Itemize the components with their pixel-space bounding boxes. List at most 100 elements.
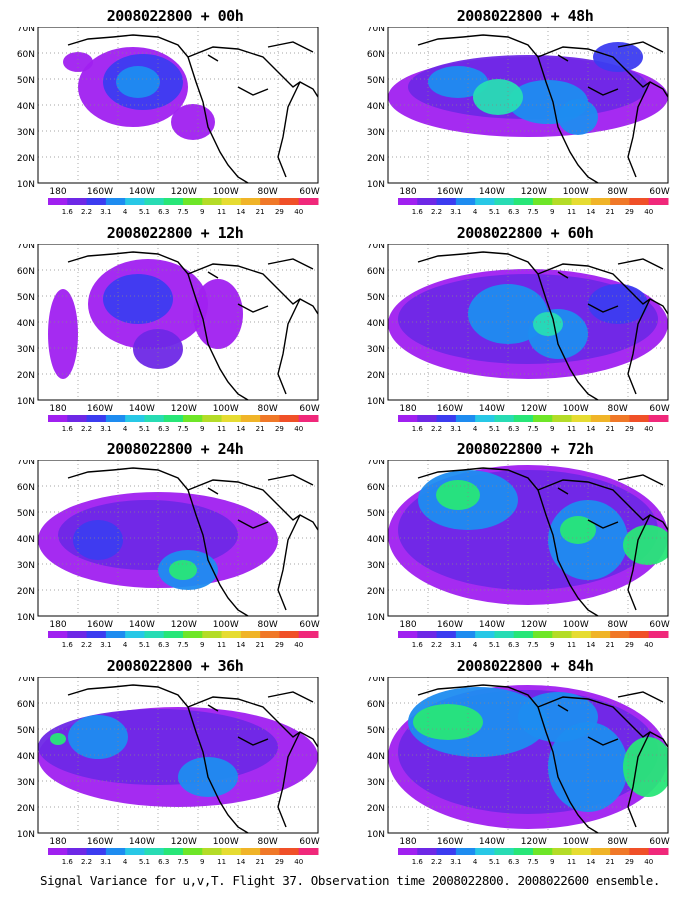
colorbar-swatch (513, 415, 534, 422)
colorbar-label: 40 (644, 208, 653, 216)
colorbar-swatch (260, 631, 280, 638)
colorbar-label: 29 (275, 425, 284, 433)
lat-tick-label: 40N (17, 535, 35, 545)
colorbar-swatch (417, 631, 438, 638)
colorbar-swatch (67, 198, 88, 205)
lat-tick-label: 20N (17, 804, 35, 814)
colorbar-label: 3.1 (450, 858, 461, 866)
lat-tick-label: 50N (367, 293, 385, 303)
colorbar-swatch (125, 415, 145, 422)
colorbar-swatch (279, 415, 300, 422)
lon-tick-label: 160W (87, 837, 113, 847)
colorbar: 1.6 2.2 3.1 4 5.1 6.3 7.5 9 11 14 21 29 40 (48, 631, 319, 649)
colorbar: 1.6 2.2 3.1 4 5.1 6.3 7.5 9 11 14 21 29 40 (398, 198, 669, 216)
lon-tick-label: 100W (563, 187, 589, 197)
colorbar-swatch (533, 848, 553, 855)
colorbar-swatch (202, 415, 223, 422)
colorbar-label: 1.6 (412, 641, 424, 649)
colorbar-swatch (571, 631, 592, 638)
colorbar-label: 4 (123, 425, 128, 433)
colorbar-label: 29 (275, 641, 284, 649)
colorbar-swatch (279, 848, 300, 855)
colorbar-swatch (163, 198, 184, 205)
colorbar-label: 21 (606, 208, 615, 216)
colorbar-label: 11 (217, 641, 226, 649)
colorbar-label: 21 (256, 208, 265, 216)
colorbar-swatch (475, 848, 495, 855)
colorbar-label: 14 (586, 641, 595, 649)
colorbar-swatch (125, 631, 145, 638)
lon-tick-label: 120W (171, 404, 197, 414)
colorbar-label: 9 (200, 641, 204, 649)
lon-tick-label: 120W (171, 620, 197, 630)
colorbar-label: 1.6 (412, 858, 424, 866)
lon-tick-label: 140W (479, 837, 505, 847)
colorbar-swatch (183, 848, 203, 855)
colorbar-label: 14 (236, 641, 245, 649)
colorbar-swatch (590, 415, 611, 422)
colorbar-label: 5.1 (139, 425, 150, 433)
colorbar-swatch (163, 848, 184, 855)
lat-tick-label: 40N (17, 319, 35, 329)
colorbar-swatch (590, 848, 611, 855)
colorbar-label: 6.3 (508, 641, 519, 649)
coastline (417, 251, 669, 401)
colorbar-swatch (552, 631, 573, 638)
colorbar-swatch (202, 198, 223, 205)
colorbar-swatch (610, 848, 630, 855)
colorbar-label: 2.2 (81, 425, 92, 433)
lon-tick-label: 160W (437, 404, 463, 414)
colorbar-swatch (183, 631, 203, 638)
lat-tick-label: 70N (17, 677, 35, 684)
lat-tick-label: 50N (17, 76, 35, 86)
lon-tick-label: 60W (299, 404, 319, 414)
lon-tick-label: 140W (129, 620, 155, 630)
colorbar-label: 6.3 (158, 858, 169, 866)
colorbar-label: 21 (606, 858, 615, 866)
panel-title: 2008022800 + 48h (456, 7, 594, 25)
colorbar-swatch (648, 198, 669, 205)
colorbar-swatch (67, 848, 88, 855)
colorbar-swatch (436, 198, 457, 205)
colorbar-label: 40 (294, 208, 303, 216)
lat-tick-label: 10N (17, 180, 35, 190)
colorbar-swatch (648, 631, 669, 638)
lat-tick-label: 30N (17, 561, 35, 571)
lon-tick-label: 80W (607, 187, 627, 197)
colorbar-swatch (494, 631, 515, 638)
lat-tick-label: 70N (367, 677, 385, 684)
lat-tick-label: 30N (367, 128, 385, 138)
colorbar-swatch (48, 198, 68, 205)
colorbar-swatch (475, 198, 495, 205)
colorbar-label: 9 (550, 425, 554, 433)
lat-tick-label: 70N (17, 244, 35, 251)
lon-tick-label: 80W (257, 837, 277, 847)
lat-tick-label: 60N (367, 267, 385, 277)
coastline (417, 684, 669, 834)
panel-title: 2008022800 + 36h (106, 657, 244, 675)
colorbar-label: 14 (236, 858, 245, 866)
colorbar-swatch (455, 415, 476, 422)
lon-tick-label: 60W (299, 620, 319, 630)
colorbar-swatch (86, 631, 107, 638)
colorbar-swatch (610, 198, 630, 205)
colorbar-swatch (398, 631, 418, 638)
colorbar-swatch (475, 631, 495, 638)
lat-tick-label: 10N (367, 830, 385, 840)
lon-tick-label: 160W (437, 620, 463, 630)
colorbar-label: 29 (625, 641, 634, 649)
lon-tick-label: 180 (399, 620, 416, 630)
lat-tick-label: 10N (367, 180, 385, 190)
colorbar-label: 2.2 (431, 858, 442, 866)
colorbar-swatch (48, 415, 68, 422)
map-plot: 70N 60N 50N 40N 30N 20N 10N 180 160W 140W 120W 100W… (367, 460, 670, 649)
coastline (67, 251, 319, 401)
colorbar-swatch (552, 415, 573, 422)
lat-tick-label: 60N (17, 483, 35, 493)
colorbar-swatch (610, 631, 630, 638)
colorbar-label: 2.2 (81, 858, 92, 866)
colorbar-label: 4 (123, 858, 128, 866)
colorbar: 1.6 2.2 3.1 4 5.1 6.3 7.5 9 11 14 21 29 40 (48, 848, 319, 866)
colorbar-label: 11 (567, 425, 576, 433)
coastline (417, 34, 669, 184)
